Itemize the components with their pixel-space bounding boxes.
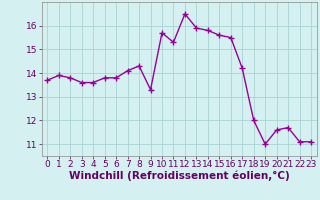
X-axis label: Windchill (Refroidissement éolien,°C): Windchill (Refroidissement éolien,°C) [69,171,290,181]
